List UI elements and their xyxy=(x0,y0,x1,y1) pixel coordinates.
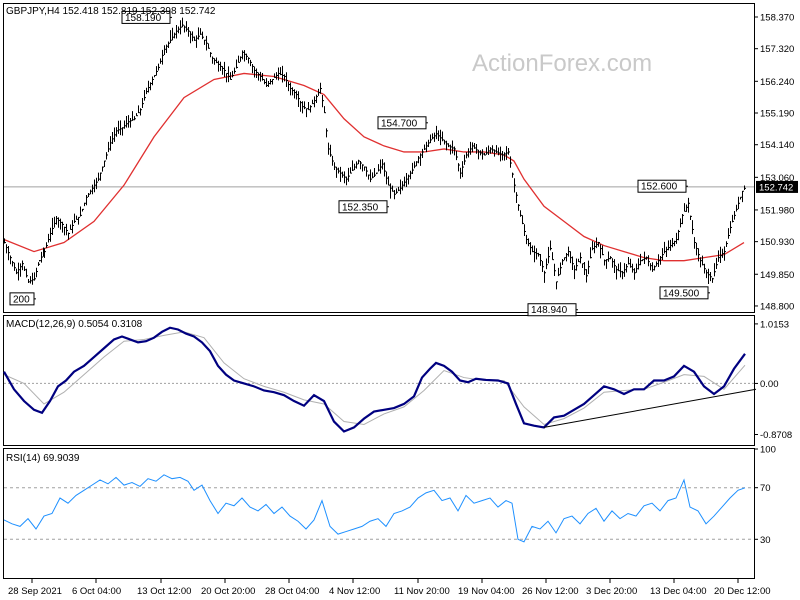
macd-tick-label: -0.8708 xyxy=(760,430,792,441)
annotation-label: 200 xyxy=(13,294,30,305)
annotation-label: 152.600 xyxy=(641,182,678,193)
macd-tick-label: 1.0153 xyxy=(760,319,789,330)
x-tick-label: 28 Sep 2021 xyxy=(8,586,62,597)
annotation-box xyxy=(659,286,709,300)
rsi-line xyxy=(3,474,746,543)
ma-line-group xyxy=(3,72,745,262)
rsi-tick-label: 100 xyxy=(760,445,776,456)
annotation-box xyxy=(527,303,577,317)
price-tick-label: 156.240 xyxy=(760,77,794,88)
current-price-tag xyxy=(756,180,798,193)
price-tick-label: 157.320 xyxy=(760,44,794,55)
annotation-box xyxy=(338,200,388,214)
annotation-box xyxy=(637,179,687,193)
x-tick-label: 13 Dec 04:00 xyxy=(650,586,707,597)
price-tick-label: 158.370 xyxy=(760,12,794,23)
price-tick-label: 150.930 xyxy=(760,237,794,248)
rsi-y-axis: 100 70 30 xyxy=(754,445,776,546)
price-tick-label: 148.800 xyxy=(760,301,794,312)
macd-panel-frame xyxy=(3,315,755,446)
x-tick-label: 3 Dec 20:00 xyxy=(586,586,637,597)
x-axis: 28 Sep 2021 6 Oct 04:00 13 Oct 12:00 20 Oct… xyxy=(8,578,771,597)
macd-lines-group xyxy=(3,326,757,433)
price-bars-group xyxy=(4,17,746,290)
x-tick-label: 6 Oct 04:00 xyxy=(72,586,121,597)
annotation-label: 149.500 xyxy=(663,288,700,299)
price-y-axis: 158.370 157.320 156.240 155.190 154.140 153.0… xyxy=(754,12,798,312)
macd-main-line xyxy=(3,326,746,433)
annotations-group: 158.190 154.700 152.350 152.600 148.940 149.5… xyxy=(9,10,710,317)
rsi-tick-label: 70 xyxy=(760,483,771,494)
x-tick-label: 13 Oct 12:00 xyxy=(137,586,191,597)
macd-signal-line xyxy=(3,331,746,426)
x-tick-label: 19 Nov 04:00 xyxy=(458,586,515,597)
x-tick-label: 4 Nov 12:00 xyxy=(329,586,380,597)
price-tick-label: 151.980 xyxy=(760,205,794,216)
macd-y-axis: 1.0153 0.00 -0.8708 xyxy=(754,319,792,441)
annotation-box xyxy=(9,292,35,306)
watermark: ActionForex.com xyxy=(472,50,652,77)
annotation-label: 158.190 xyxy=(125,13,162,24)
x-tick-label: 11 Nov 20:00 xyxy=(394,586,450,597)
x-tick-label: 20 Dec 12:00 xyxy=(714,586,771,597)
price-panel-title: GBPJPY,H4 152.418 152.819 152.398 152.74… xyxy=(6,6,216,17)
x-tick-label: 28 Oct 04:00 xyxy=(265,586,319,597)
annotation-label: 152.350 xyxy=(342,202,379,213)
rsi-lines-group xyxy=(3,474,754,543)
price-panel-frame xyxy=(3,3,755,313)
annotation-box xyxy=(377,116,427,130)
rsi-tick-label: 30 xyxy=(760,535,771,546)
x-tick-label: 26 Nov 12:00 xyxy=(522,586,579,597)
rsi-panel-title: RSI(14) 69.9039 xyxy=(6,453,80,464)
price-tick-label: 149.850 xyxy=(760,270,794,281)
rsi-panel-frame xyxy=(3,448,755,579)
annotation-label: 154.700 xyxy=(381,118,418,129)
macd-tick-label: 0.00 xyxy=(760,379,779,390)
annotation-label: 148.940 xyxy=(531,305,568,316)
price-tick-label: 154.140 xyxy=(760,140,794,151)
macd-panel-title: MACD(12,26,9) 0.5054 0.3108 xyxy=(6,319,143,330)
current-price-label: 152.742 xyxy=(759,182,793,193)
price-tick-label: 153.060 xyxy=(760,173,794,184)
annotation-box xyxy=(121,10,171,24)
moving-average-line xyxy=(3,72,745,262)
macd-trendline xyxy=(543,388,757,428)
price-tick-label: 155.190 xyxy=(760,109,794,120)
x-tick-label: 20 Oct 20:00 xyxy=(201,586,255,597)
